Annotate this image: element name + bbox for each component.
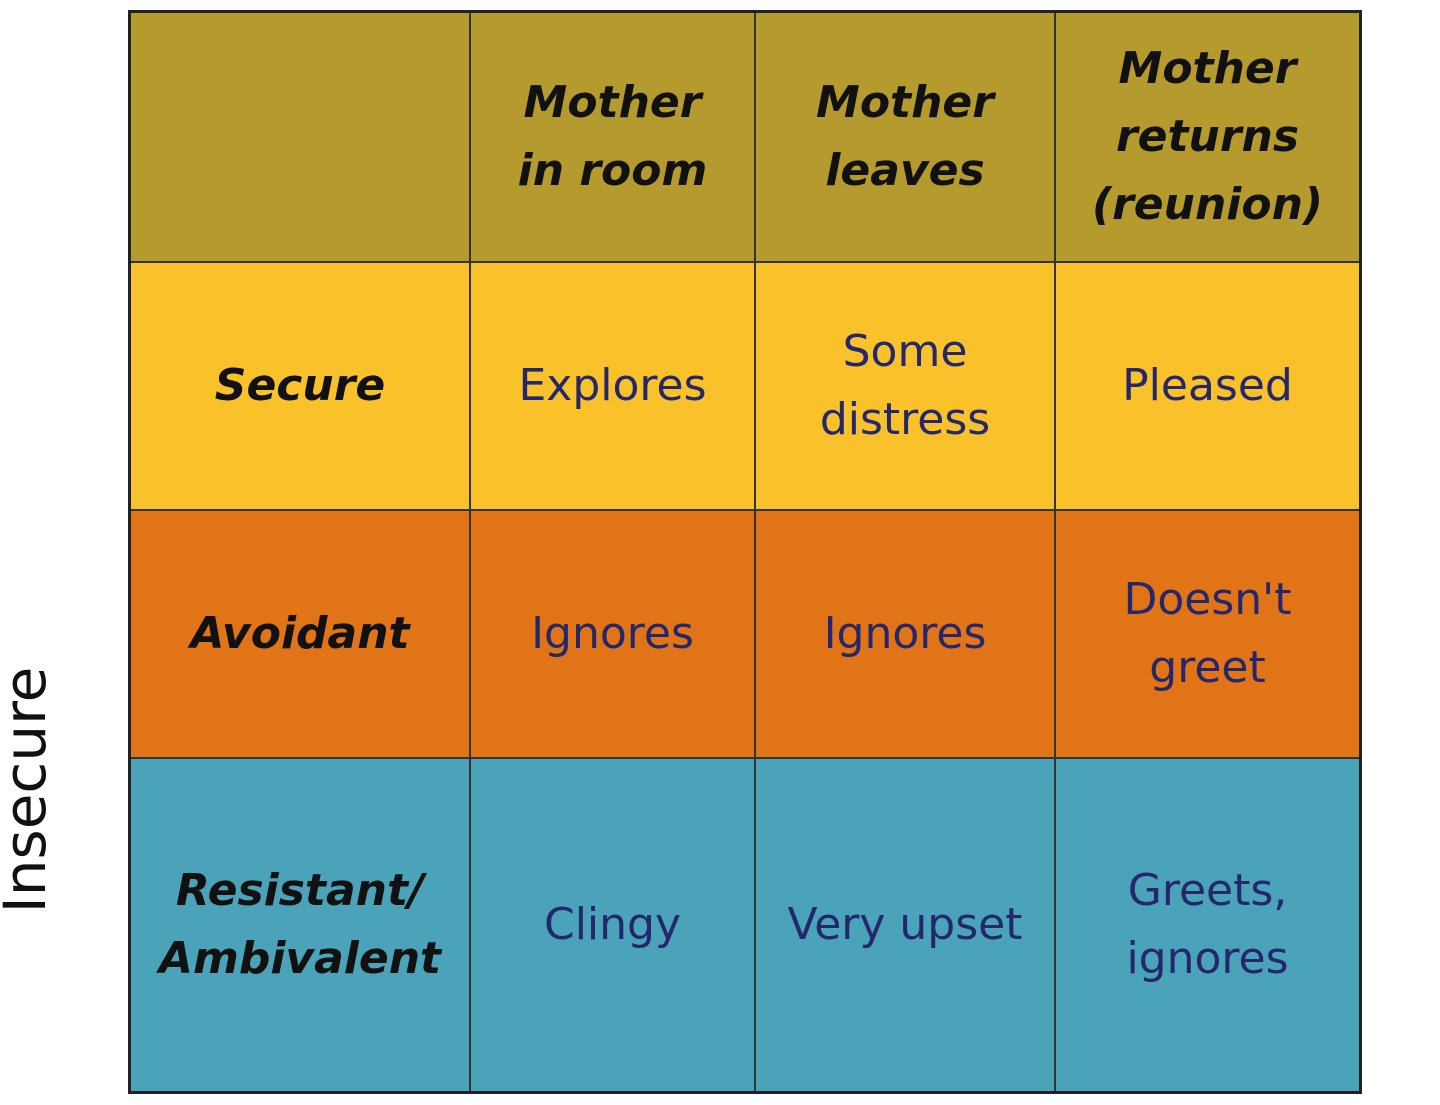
cell-text: ignores	[1126, 933, 1289, 984]
cell-text: Mother	[816, 77, 994, 128]
cell-text: distress	[819, 394, 991, 445]
cell-text: Avoidant	[190, 608, 410, 659]
cell-text: leaves	[825, 145, 985, 196]
row-label-cell: Secure	[131, 263, 471, 511]
data-cell: Doesn't greet	[1056, 511, 1359, 759]
cell-text: Pleased	[1122, 360, 1293, 411]
header-cell: Mother leaves	[756, 13, 1056, 263]
cell-text: Clingy	[543, 899, 682, 950]
cell-text: Very upset	[787, 899, 1023, 950]
cell-text: Resistant/	[175, 865, 425, 916]
data-cell: Pleased	[1056, 263, 1359, 511]
data-cell: Ignores	[471, 511, 756, 759]
cell-text: Doesn't	[1123, 574, 1292, 625]
data-cell: Greets, ignores	[1056, 759, 1359, 1091]
row-label-cell: Avoidant	[131, 511, 471, 759]
cell-text: (reunion)	[1091, 179, 1324, 230]
cell-text: Mother	[523, 77, 702, 128]
cell-text: Ignores	[531, 608, 694, 659]
cell-text: Explores	[518, 360, 707, 411]
data-cell: Explores	[471, 263, 756, 511]
cell-text: greet	[1149, 642, 1266, 693]
row-label-cell: Resistant/Ambivalent	[131, 759, 471, 1091]
cell-text: in room	[517, 145, 708, 196]
cell-text: Greets,	[1127, 865, 1288, 916]
cell-text: Secure	[214, 360, 386, 411]
data-cell: Clingy	[471, 759, 756, 1091]
side-label: Insecure	[0, 666, 59, 914]
header-cell: Mother returns (reunion)	[1056, 13, 1359, 263]
data-cell: Some distress	[756, 263, 1056, 511]
cell-text: Some	[842, 326, 968, 377]
header-cell	[131, 13, 471, 263]
attachment-table: Mother in room Mother leaves Mother returns (r…	[128, 10, 1362, 1094]
data-cell: Very upset	[756, 759, 1056, 1091]
header-cell: Mother in room	[471, 13, 756, 263]
cell-text: Ambivalent	[158, 933, 442, 984]
cell-text: Ignores	[823, 608, 987, 659]
cell-text: returns	[1115, 111, 1300, 162]
cell-text: Mother	[1118, 43, 1297, 94]
data-cell: Ignores	[756, 511, 1056, 759]
